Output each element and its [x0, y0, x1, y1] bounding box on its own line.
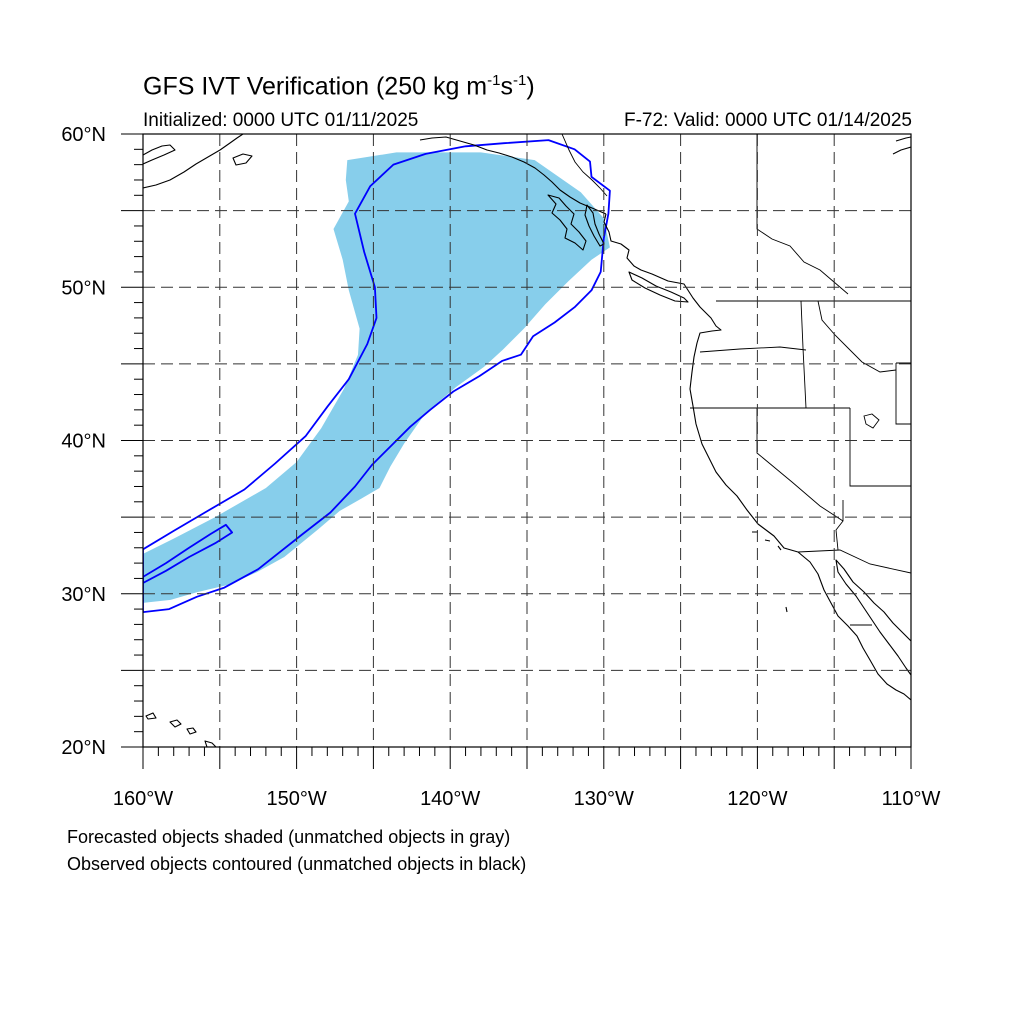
title-mid: s [500, 72, 513, 101]
coastlines [143, 134, 911, 747]
lat-label: 30°N [61, 584, 106, 606]
guadalupe-island [785, 606, 788, 613]
lon-label: 150°W [266, 788, 326, 810]
great-salt-lake [863, 413, 880, 429]
kodiak-island [232, 153, 253, 166]
gridlines [143, 134, 911, 747]
us-mexico-border [797, 549, 911, 574]
aleutian-fragments [892, 136, 911, 155]
forecast-legend-note: Forecasted objects shaded (unmatched obj… [67, 827, 511, 847]
gulf-of-alaska-coast [419, 136, 607, 215]
title-exponent-2: -1 [512, 72, 527, 89]
wyoming-utah-border [895, 362, 911, 425]
lat-label: 60°N [61, 124, 106, 146]
observed-legend-note: Observed objects contoured (unmatched ob… [67, 854, 527, 874]
lon-label: 160°W [113, 788, 173, 810]
valid-time-label: F-72: Valid: 0000 UTC 01/14/2025 [624, 110, 912, 131]
baja-gulf-coast [835, 559, 911, 676]
initialized-label: Initialized: 0000 UTC 01/11/2025 [143, 110, 419, 131]
vancouver-island [628, 271, 689, 303]
lat-label: 50°N [61, 277, 106, 299]
arizona-california-border [835, 500, 844, 551]
latitude-labels: 60°N 50°N 40°N 30°N 20°N [61, 124, 106, 759]
observed-contour-2 [143, 523, 233, 584]
lon-label: 130°W [574, 788, 634, 810]
forecast-object [143, 152, 610, 603]
montana-idaho-border [817, 300, 897, 373]
lat-label: 40°N [61, 431, 106, 453]
bc-inland-features [756, 134, 849, 295]
north-america-coastline [603, 213, 911, 701]
chart-title: GFS IVT Verification (250 kg m-1s-1) [143, 72, 535, 101]
title-suffix: ) [526, 72, 535, 101]
lon-label: 120°W [727, 788, 787, 810]
longitude-labels: 160°W 150°W 140°W 130°W 120°W 110°W [113, 788, 941, 810]
title-exponent-1: -1 [487, 72, 501, 89]
alaska-coastline [143, 134, 244, 189]
california-nevada-border [756, 408, 844, 522]
axis-ticks [121, 133, 912, 769]
alaska-canada-border [561, 134, 608, 197]
plot-frame [142, 133, 912, 748]
alaska-peninsula-coast [143, 144, 176, 165]
washington-oregon-border [699, 346, 807, 353]
lon-label: 140°W [420, 788, 480, 810]
title-prefix: GFS IVT Verification (250 kg m [143, 72, 488, 101]
alexander-archipelago [547, 194, 587, 251]
observed-contour-1 [143, 139, 611, 613]
observed-objects [143, 139, 611, 613]
haida-gwaii [584, 204, 605, 247]
lat-label: 20°N [61, 737, 106, 759]
political-boundaries [561, 134, 911, 626]
hawaii-islands [145, 712, 217, 747]
idaho-border [800, 300, 807, 409]
lon-label: 110°W [882, 788, 941, 810]
nevada-utah-border [849, 408, 911, 487]
